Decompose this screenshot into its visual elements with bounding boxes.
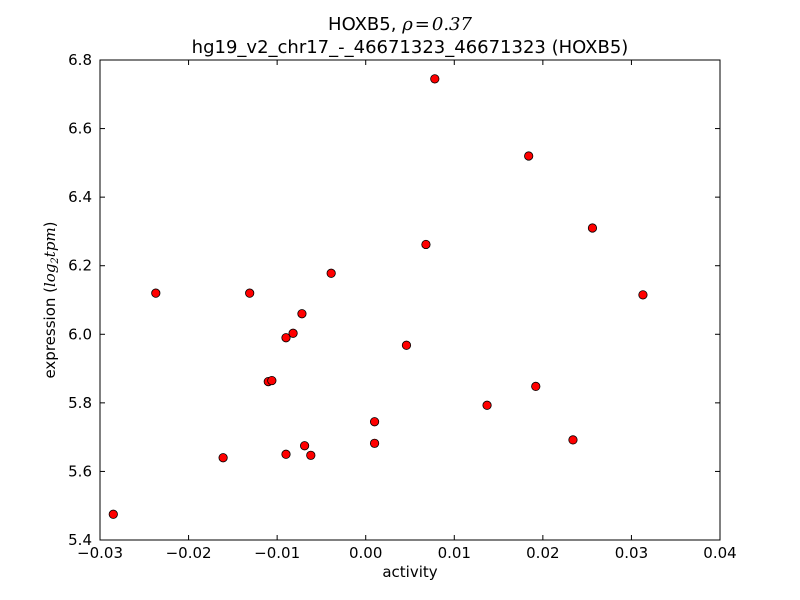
y-tick-label: 6.2 [68,257,92,275]
scatter-point [430,74,440,84]
scatter-point [326,268,336,278]
y-tick-label: 6.4 [68,188,92,206]
y-tick-label: 5.8 [68,394,92,412]
scatter-point [587,223,598,233]
chart-title-sep: , [391,14,402,35]
scatter-point [401,340,412,350]
scatter-point [267,375,277,386]
x-tick-label: −0.02 [166,544,212,562]
x-axis-label: activity [382,563,437,581]
scatter-point [638,290,648,300]
scatter-point [369,417,380,427]
x-tick-label: 0.00 [349,544,382,562]
x-tick-label: 0.01 [438,544,471,562]
chart-subtitle: hg19_v2_chr17_-_46671323_46671323 (HOXB5… [192,37,629,58]
scatter-point [297,309,307,319]
y-axis-label-text: expression ( [41,287,59,379]
y-axis-ticks: 5.4 5.6 5.8 6.0 6.2 6.4 6.6 6.8 [68,51,720,549]
scatter-point [281,333,291,343]
x-tick-label: 0.02 [526,544,559,562]
scatter-point [531,381,541,391]
y-axis-label: expression (log2tpm) [41,221,61,378]
y-tick-label: 6.6 [68,120,92,138]
scatter-point [245,288,255,298]
y-tick-label: 6.8 [68,51,92,69]
chart-title-gene: HOXB5 [328,14,391,35]
scatter-point [299,441,310,451]
scatter-point [482,400,492,410]
scatter-point [524,151,534,161]
chart-title-rho-eq: = [415,14,430,35]
chart-title-rho-symbol: ρ [401,14,413,35]
scatter-point [306,450,316,460]
scatter-point [369,438,380,448]
y-tick-label: 6.0 [68,325,92,343]
y-axis-label-close: ) [41,221,59,227]
y-tick-label: 5.6 [68,462,92,480]
y-axis-label-tpm: tpm [41,227,59,257]
x-tick-label: 0.03 [615,544,648,562]
scatter-point [108,509,118,519]
scatter-point [288,328,298,338]
x-tick-label: −0.03 [77,544,123,562]
x-tick-label: 0.04 [703,544,736,562]
x-axis-ticks: −0.03 −0.02 −0.01 0.00 0.01 0.02 0.03 0.04 [77,60,737,562]
scatter-point [568,435,578,445]
x-tick-label: −0.01 [254,544,300,562]
scatter-point [151,288,161,298]
data-points [108,74,648,519]
scatter-point [421,239,431,250]
scatter-point [218,453,228,463]
y-axis-label-log: log [41,264,59,287]
y-axis-label-sub: 2 [50,257,61,264]
chart-title: HOXB5, ρ = 0.37 [328,14,472,35]
chart-title-rho-value: 0.37 [432,14,473,35]
plot-frame [99,59,721,541]
scatter-point [281,449,291,459]
y-tick-label: 5.4 [68,531,92,549]
